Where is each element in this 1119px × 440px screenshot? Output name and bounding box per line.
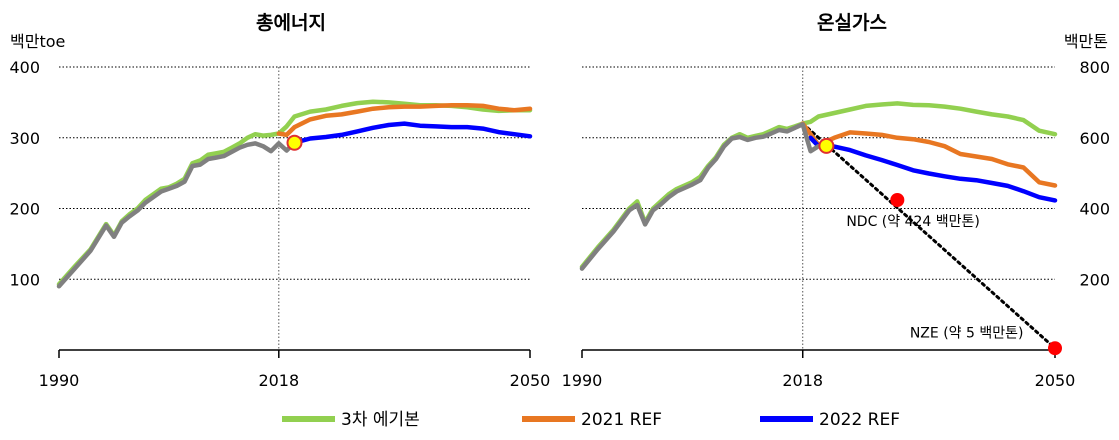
energy-y-tick-200: 200 — [9, 200, 40, 219]
ghg-markers — [818, 137, 1062, 356]
ghg-y-axis-unit: 백만톤 — [1064, 32, 1108, 51]
energy-x-ticks: 1990 2018 2050 — [39, 371, 551, 390]
ghg-x-ticks: 1990 2018 2050 — [562, 371, 1076, 390]
energy-markers — [286, 134, 303, 151]
ghg-y-tick-200: 200 — [1079, 270, 1110, 289]
energy-y-tick-400: 400 — [9, 58, 40, 77]
ghg-y-tick-800: 800 — [1079, 58, 1110, 77]
energy-marker-0 — [286, 134, 303, 151]
energy-chart-title: 총에너지 — [256, 12, 326, 34]
energy-series-historical — [56, 140, 297, 289]
energy-y-tick-300: 300 — [9, 129, 40, 148]
ghg-x-tick-2050: 2050 — [1035, 371, 1076, 390]
ghg-y-tick-400: 400 — [1079, 200, 1110, 219]
ghg-marker-1 — [890, 193, 905, 208]
ghg-marker-2 — [1048, 341, 1062, 356]
ghg-gridlines — [582, 66, 1055, 280]
ghg-marker-0 — [818, 137, 835, 154]
ghg-series-3rd-plan — [579, 101, 1058, 270]
ghg-x-tick-1990: 1990 — [562, 371, 603, 390]
energy-x-axis — [58, 349, 531, 358]
ghg-y-tick-600: 600 — [1079, 129, 1110, 148]
ghg-chart-title: 온실가스 — [817, 12, 887, 34]
energy-x-tick-1990: 1990 — [39, 371, 80, 390]
energy-series — [56, 99, 533, 289]
energy-gridlines — [59, 66, 530, 280]
ghg-x-axis — [581, 349, 1056, 358]
ghg-annotation-0: NDC (약 424 백만톤) — [846, 214, 980, 230]
ghg-x-tick-2018: 2018 — [782, 371, 823, 390]
energy-y-axis-unit: 백만toe — [10, 32, 65, 51]
ghg-y-ticks: 200 400 600 800 — [1079, 58, 1110, 289]
ghg-series-historical — [579, 122, 821, 271]
energy-x-tick-2050: 2050 — [510, 371, 551, 390]
ghg-nze-pathway — [801, 122, 1057, 350]
energy-x-tick-2018: 2018 — [258, 371, 299, 390]
ghg-series-2022-ref — [808, 135, 1058, 203]
energy-y-ticks: 100 200 300 400 — [9, 58, 40, 289]
legend-label-2022-ref: 2022 REF — [819, 410, 900, 430]
legend-label-2021-ref: 2021 REF — [581, 410, 662, 430]
energy-y-tick-100: 100 — [9, 270, 40, 289]
ghg-dotted-pathway-line — [801, 122, 1057, 350]
legend-label-3rd-plan: 3차 에기본 — [341, 410, 420, 430]
ghg-series-2021-ref — [800, 121, 1058, 188]
energy-chart: 총에너지 백만toe 100 200 300 400 1990 2018 2050 — [9, 12, 550, 390]
ghg-annotation-1: NZE (약 5 백만톤) — [910, 326, 1024, 342]
ghg-series — [579, 101, 1058, 271]
ghg-annotations: NDC (약 424 백만톤) NZE (약 5 백만톤) — [846, 214, 1023, 341]
energy-series-2022-ref — [292, 121, 533, 145]
ghg-chart: 온실가스 백만톤 200 400 600 800 1990 2018 2050 NDC (… — [562, 12, 1110, 390]
legend: 3차 에기본 2021 REF 2022 REF — [282, 410, 900, 430]
energy-series-2021-ref — [276, 102, 533, 138]
